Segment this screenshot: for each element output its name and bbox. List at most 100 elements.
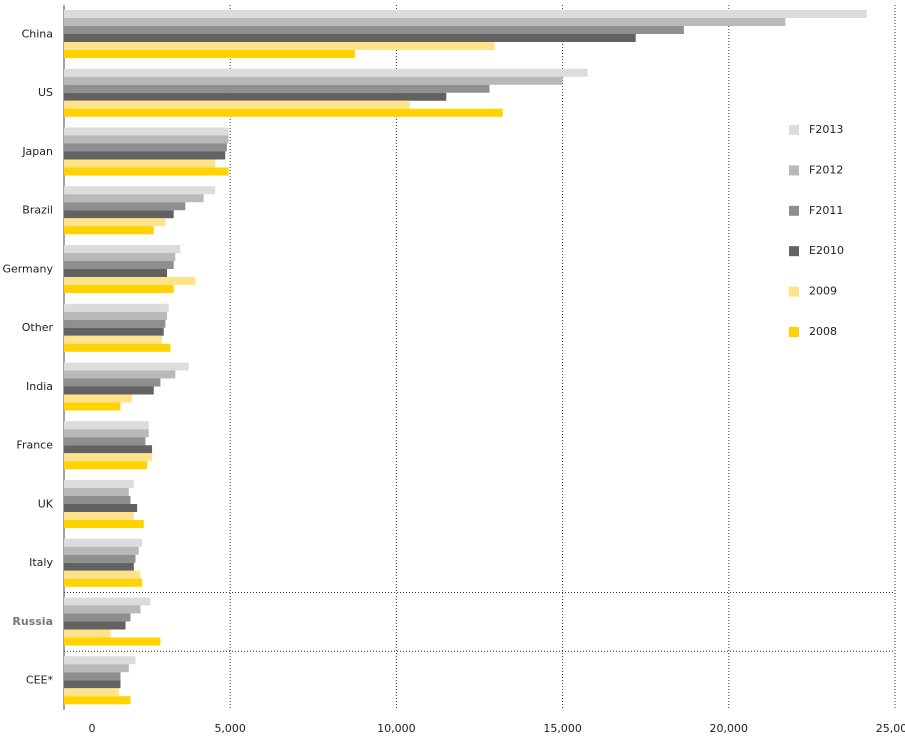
- y-tick-label: CEE*: [26, 674, 54, 687]
- bar: [64, 672, 121, 681]
- legend-label: 2008: [809, 325, 837, 338]
- bar: [64, 386, 154, 395]
- bar: [64, 512, 134, 520]
- bar: [64, 186, 216, 195]
- y-tick-label: Brazil: [22, 204, 53, 217]
- bar: [64, 570, 141, 579]
- bar: [64, 303, 169, 312]
- bar: [64, 108, 503, 117]
- bar: [64, 68, 588, 77]
- bar: [64, 504, 138, 512]
- x-tick-label: 20,000: [710, 722, 749, 735]
- bar: [64, 261, 174, 269]
- y-tick-label: Germany: [2, 262, 53, 275]
- bar: [64, 394, 133, 403]
- bar: [64, 92, 447, 101]
- bar: [64, 311, 168, 320]
- bar: [64, 285, 174, 293]
- x-tick-label: 0: [89, 722, 96, 735]
- legend-swatch: [789, 205, 799, 216]
- bar: [64, 42, 495, 50]
- bar: [64, 437, 146, 446]
- bar: [64, 605, 141, 614]
- bar: [64, 421, 149, 430]
- bar: [64, 445, 153, 454]
- bar: [64, 159, 216, 168]
- legend-swatch: [789, 286, 799, 297]
- bar: [64, 453, 153, 462]
- bar: [64, 370, 176, 379]
- bar: [64, 50, 355, 58]
- bar: [64, 127, 229, 136]
- bar: [64, 100, 410, 109]
- bar: [64, 245, 181, 253]
- bar: [64, 167, 229, 176]
- y-tick-label: Russia: [12, 615, 53, 628]
- bar: [64, 378, 161, 387]
- bar: [64, 402, 121, 411]
- bar: [64, 194, 204, 203]
- legend-label: F2012: [809, 163, 843, 176]
- legend-swatch: [789, 246, 799, 257]
- bar: [64, 18, 786, 26]
- bar: [64, 597, 151, 606]
- y-tick-label: Other: [22, 321, 54, 334]
- legend-label: 2009: [809, 285, 837, 298]
- bar: [64, 218, 166, 227]
- y-tick-label: France: [16, 439, 53, 452]
- legend-swatch: [789, 327, 799, 337]
- y-tick-label: Italy: [29, 556, 53, 569]
- bar: [64, 688, 119, 697]
- bar: [64, 226, 154, 235]
- y-tick-label: India: [26, 380, 53, 393]
- x-tick-label: 25,000: [876, 722, 905, 735]
- bar: [64, 277, 196, 285]
- legend-swatch: [789, 125, 799, 135]
- y-tick-label: China: [22, 27, 53, 40]
- bar: [64, 664, 129, 673]
- bar: [64, 327, 164, 336]
- bar: [64, 637, 161, 646]
- bar: [64, 335, 163, 344]
- bar: [64, 202, 186, 211]
- bar: [64, 578, 143, 587]
- bar: [64, 143, 227, 152]
- bar: [64, 488, 129, 496]
- y-tick-label: UK: [38, 497, 54, 510]
- bar: [64, 520, 144, 528]
- bar: [64, 362, 189, 371]
- bar: [64, 76, 563, 85]
- bar: [64, 429, 149, 438]
- bar: [64, 613, 131, 622]
- bar: [64, 343, 171, 352]
- y-tick-label: Japan: [21, 145, 53, 158]
- x-tick-label: 10,000: [377, 722, 416, 735]
- bar: [64, 680, 121, 689]
- bar: [64, 629, 111, 638]
- legend-label: E2010: [809, 244, 844, 257]
- bar: [64, 480, 134, 488]
- bar: [64, 34, 636, 42]
- x-tick-label: 15,000: [543, 722, 582, 735]
- bar: [64, 253, 176, 261]
- bar: [64, 210, 174, 219]
- bar: [64, 151, 226, 160]
- bar: [64, 554, 136, 563]
- bar: [64, 26, 684, 34]
- bar: [64, 538, 143, 547]
- bar: [64, 10, 867, 18]
- bar: [64, 656, 136, 665]
- bar: [64, 319, 166, 328]
- legend-label: F2011: [809, 204, 843, 217]
- bar: [64, 696, 131, 705]
- bar: [64, 496, 131, 504]
- legend-label: F2013: [809, 123, 843, 136]
- bar: [64, 546, 139, 555]
- bar: [64, 621, 126, 630]
- bar: [64, 562, 134, 571]
- bar: [64, 269, 168, 277]
- bar: [64, 84, 490, 93]
- bar: [64, 461, 148, 470]
- bar: [64, 135, 229, 144]
